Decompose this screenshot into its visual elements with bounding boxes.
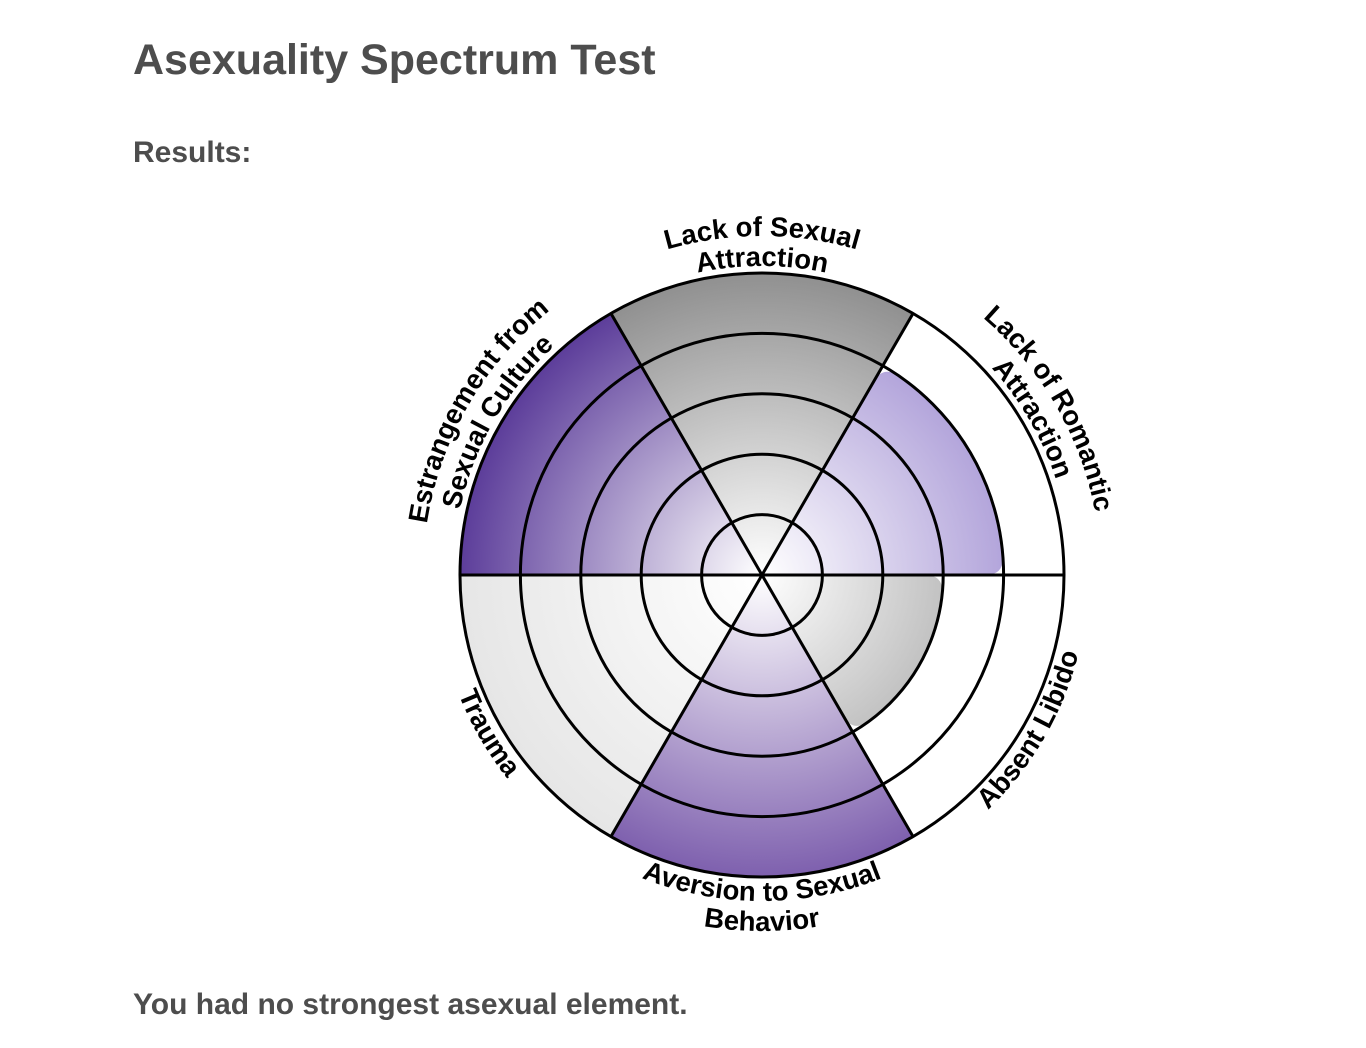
grid-spoke bbox=[609, 574, 764, 838]
sector-fill-3 bbox=[611, 575, 913, 878]
grid-spoke bbox=[760, 312, 915, 576]
grid-spoke bbox=[760, 574, 915, 838]
page-title: Asexuality Spectrum Test bbox=[133, 36, 656, 84]
sector-fill-5 bbox=[460, 313, 762, 575]
result-summary: You had no strongest asexual element. bbox=[133, 988, 688, 1021]
sector-fill-4 bbox=[460, 575, 762, 837]
sector-fill-2 bbox=[762, 575, 943, 726]
grid-spoke bbox=[609, 312, 764, 576]
sector-fill-0 bbox=[611, 272, 913, 575]
category-label: Behavior bbox=[703, 901, 822, 937]
results-label: Results: bbox=[133, 136, 252, 169]
spectrum-chart: Lack of Sexual Attraction Lack of Romantic… bbox=[377, 190, 1147, 960]
sector-fill-1 bbox=[762, 371, 1003, 575]
category-label: Absent Libido bbox=[970, 647, 1084, 815]
